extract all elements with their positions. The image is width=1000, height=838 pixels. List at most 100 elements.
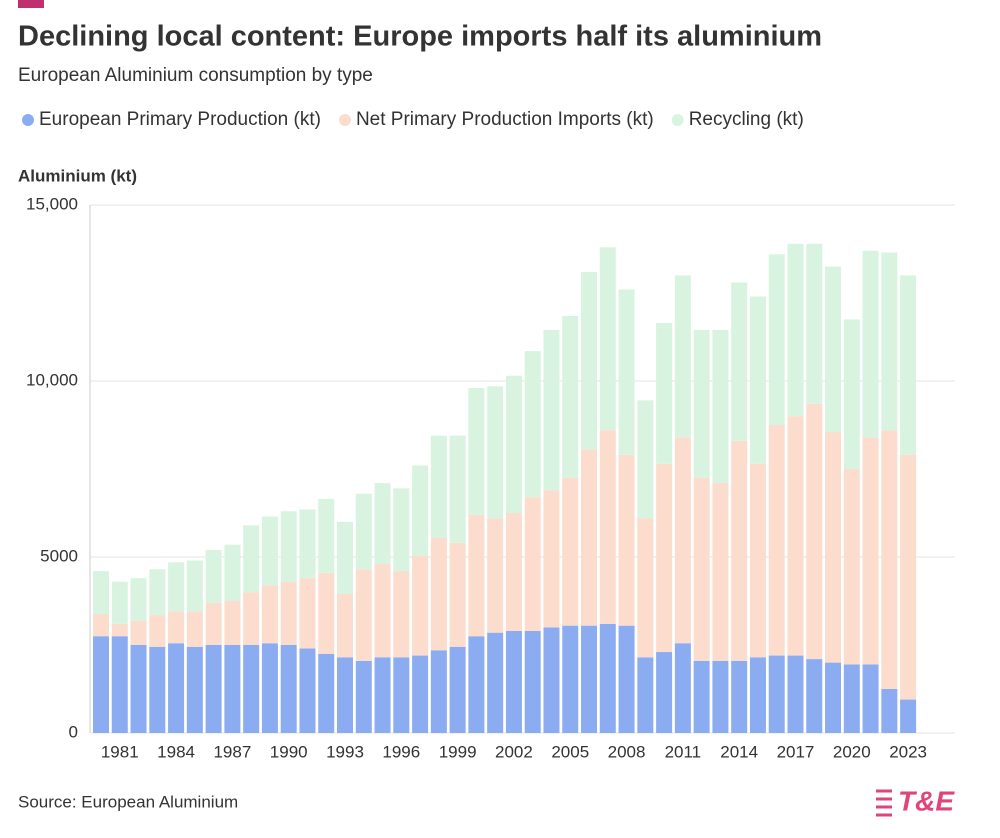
bar-segment xyxy=(787,655,804,733)
bar-segment xyxy=(318,498,335,573)
bar-segment xyxy=(130,620,147,645)
bar-segment xyxy=(468,514,485,637)
bar-segment xyxy=(618,625,635,733)
bar-segment xyxy=(261,585,278,644)
bar-segment xyxy=(505,375,522,513)
bar-segment xyxy=(693,329,710,478)
bar-segment xyxy=(337,593,354,658)
y-tick-label: 0 xyxy=(69,722,78,741)
bar-segment xyxy=(318,572,335,654)
bar-segment xyxy=(505,630,522,733)
bar-segment xyxy=(130,645,147,733)
bar-segment xyxy=(825,266,842,433)
legend-label: Net Primary Production Imports (kt) xyxy=(356,109,654,130)
bar-segment xyxy=(243,525,260,593)
bar-segment xyxy=(618,454,635,626)
accent-bar xyxy=(18,0,44,8)
bar-segment xyxy=(656,322,673,464)
bar-segment xyxy=(111,581,128,624)
bar-segment xyxy=(637,400,654,519)
logo: T&E xyxy=(898,785,955,816)
source: Source: European Aluminium xyxy=(18,792,238,811)
bar-segment xyxy=(261,516,278,586)
x-tick-label: 2023 xyxy=(889,742,927,761)
x-tick-label: 1984 xyxy=(157,742,195,761)
bar-segment xyxy=(355,660,372,733)
bar-segment xyxy=(674,643,691,733)
bar-segment xyxy=(881,252,898,431)
bar-segment xyxy=(355,493,372,570)
legend-marker xyxy=(671,114,684,126)
bar-segment xyxy=(674,275,691,438)
bar-segment xyxy=(243,645,260,733)
x-tick-label: 2011 xyxy=(665,742,702,761)
x-tick-label: 2002 xyxy=(495,742,533,761)
bar-segment xyxy=(562,315,579,478)
bar-segment xyxy=(693,660,710,733)
bar-segment xyxy=(543,490,560,628)
x-tick-label: 1996 xyxy=(382,742,420,761)
chart-title: Declining local content: Europe imports … xyxy=(18,21,822,53)
bar-segment xyxy=(843,664,860,733)
bar-segment xyxy=(599,430,616,624)
x-tick-label: 1993 xyxy=(326,742,364,761)
bar-segment xyxy=(205,602,222,645)
bar-segment xyxy=(581,625,598,733)
bar-segment xyxy=(637,518,654,658)
bar-segment xyxy=(731,440,748,661)
bar-segment xyxy=(581,271,598,450)
bar-segment xyxy=(749,657,766,733)
bar-segment xyxy=(280,581,297,645)
bar-segment xyxy=(768,655,785,733)
chart-subtitle: European Aluminium consumption by type xyxy=(18,65,373,86)
bar-segment xyxy=(599,623,616,733)
bar-segment xyxy=(430,537,447,651)
bar-segment xyxy=(449,646,466,733)
bar-segment xyxy=(543,329,560,491)
bar-segment xyxy=(130,578,147,621)
x-tick-label: 1981 xyxy=(101,742,139,761)
bar-segment xyxy=(355,569,372,661)
bar-segment xyxy=(111,636,128,733)
bar-segment xyxy=(656,463,673,653)
bar-segment xyxy=(243,592,260,645)
bar-segment xyxy=(430,650,447,733)
bar-segment xyxy=(468,636,485,733)
bar-segment xyxy=(487,632,504,733)
x-tick-label: 2008 xyxy=(608,742,646,761)
bar-segment xyxy=(261,643,278,733)
bar-segment xyxy=(224,645,241,733)
bar-segment xyxy=(149,569,166,616)
bar-segment xyxy=(186,611,203,647)
bar-segment xyxy=(862,250,879,438)
bar-segment xyxy=(393,657,410,733)
bar-segment xyxy=(374,483,391,565)
bar-segment xyxy=(412,465,429,556)
bar-segment xyxy=(787,243,804,417)
bar-segment xyxy=(862,664,879,733)
bar-segment xyxy=(280,645,297,733)
bar-segment xyxy=(280,511,297,582)
bar-segment xyxy=(93,614,109,637)
x-tick-label: 2017 xyxy=(777,742,815,761)
x-tick-label: 1987 xyxy=(213,742,251,761)
bar-segment xyxy=(299,648,316,733)
bar-segment xyxy=(487,386,504,519)
bar-segment xyxy=(337,521,354,594)
bar-segment xyxy=(693,477,710,661)
bar-segment xyxy=(374,657,391,733)
bar-segment xyxy=(637,657,654,733)
legend-label: Recycling (kt) xyxy=(689,109,804,130)
bar-segment xyxy=(806,243,823,404)
bar-segment xyxy=(168,611,185,644)
bar-segment xyxy=(712,660,729,733)
bar-segment xyxy=(487,518,504,633)
logo-icon xyxy=(876,789,892,817)
bar-segment xyxy=(712,329,729,484)
legend-marker xyxy=(22,114,34,126)
bar-segment xyxy=(768,254,785,425)
x-tick-label: 2005 xyxy=(551,742,589,761)
bar-segment xyxy=(524,497,541,631)
bar-segment xyxy=(581,449,598,626)
bar-segment xyxy=(768,425,785,656)
